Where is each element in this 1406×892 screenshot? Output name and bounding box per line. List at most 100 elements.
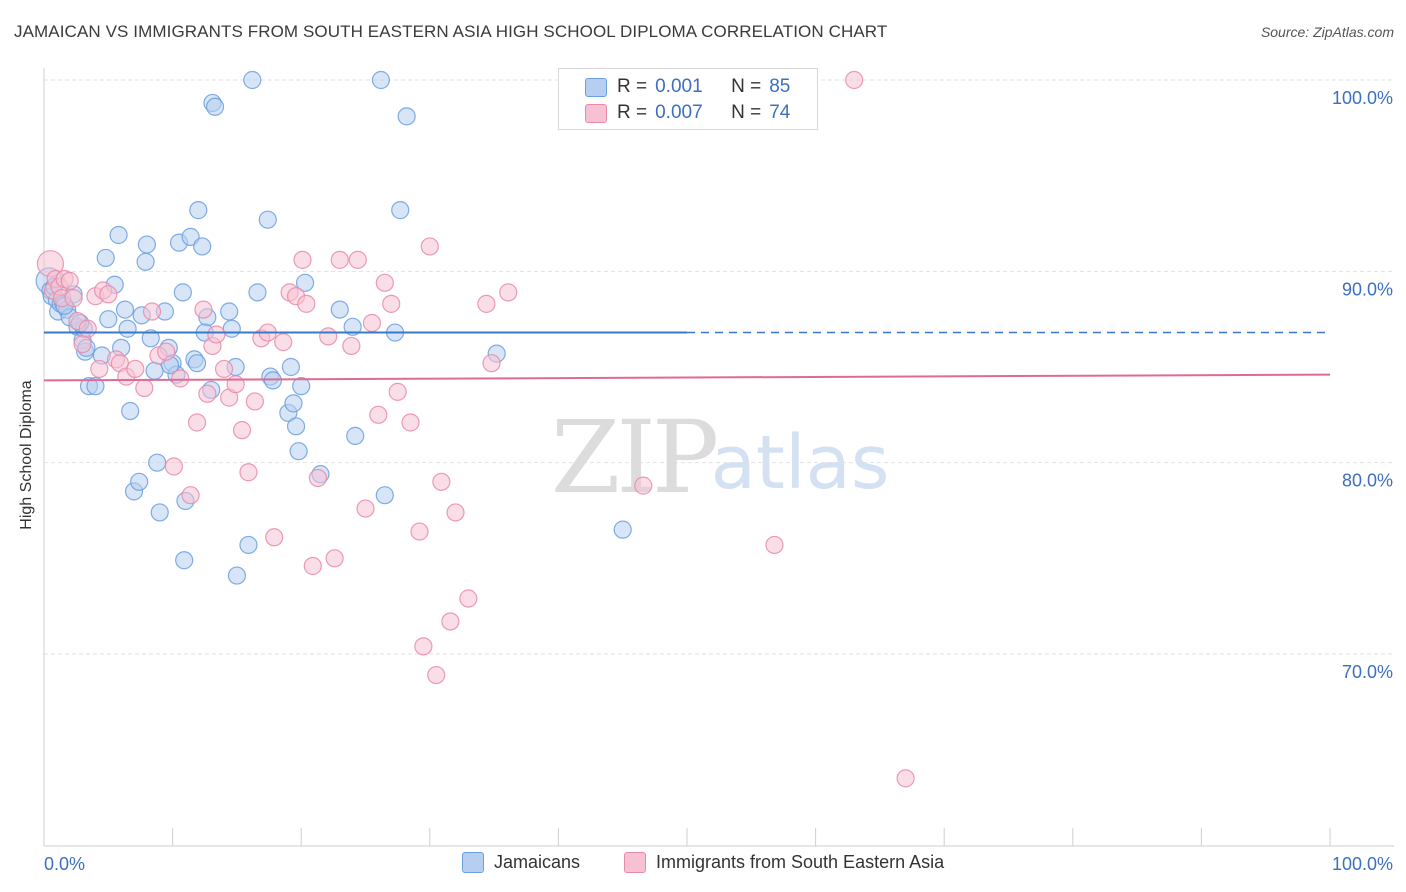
legend-swatch-blue bbox=[462, 852, 484, 873]
sea-point bbox=[446, 503, 465, 522]
sea-point bbox=[239, 463, 258, 482]
jamaican-point bbox=[115, 300, 135, 319]
jamaican-point bbox=[109, 225, 128, 245]
jamaican-point bbox=[371, 70, 391, 90]
jamaican-point bbox=[150, 503, 169, 522]
legend-n-value: 85 bbox=[769, 76, 791, 97]
sea-point bbox=[274, 333, 293, 352]
y-tick-label: 70.0% bbox=[1342, 662, 1393, 682]
legend-n-label: N = bbox=[731, 102, 762, 123]
jamaican-point bbox=[239, 535, 258, 555]
sea-point bbox=[73, 334, 92, 354]
sea-point bbox=[297, 294, 316, 313]
legend-item-jamaicans: Jamaicans bbox=[462, 852, 580, 873]
jamaican-point bbox=[136, 252, 155, 271]
source-label: Source: ZipAtlas.com bbox=[1260, 24, 1394, 40]
sea-point bbox=[157, 342, 176, 361]
sea-point bbox=[432, 472, 451, 491]
jamaican-point bbox=[118, 319, 137, 338]
sea-point bbox=[388, 382, 407, 401]
jamaican-point bbox=[99, 310, 118, 329]
jamaican-point bbox=[391, 201, 410, 220]
chart-title: JAMAICAN VS IMMIGRANTS FROM SOUTH EASTER… bbox=[14, 22, 888, 41]
sea-point bbox=[64, 289, 83, 308]
jamaican-point bbox=[121, 401, 140, 421]
jamaican-point bbox=[175, 551, 194, 570]
jamaican-point bbox=[137, 235, 156, 254]
jamaican-point bbox=[286, 417, 306, 436]
sea-point bbox=[427, 665, 446, 685]
watermark-atlas: atlas bbox=[711, 420, 890, 506]
jamaican-point bbox=[145, 361, 164, 380]
legend-n-label: N = bbox=[731, 76, 762, 97]
jamaican-point bbox=[187, 354, 207, 373]
y-tick-label: 80.0% bbox=[1342, 471, 1393, 491]
legend-swatch-pink bbox=[624, 852, 646, 873]
watermark-zip: ZIP bbox=[551, 399, 716, 516]
jamaican-point bbox=[289, 442, 308, 461]
legend-r-value: 0.001 bbox=[655, 76, 703, 97]
sea-point bbox=[382, 294, 401, 313]
sea-point bbox=[303, 556, 322, 576]
jamaican-point bbox=[258, 210, 277, 229]
y-tick-label: 90.0% bbox=[1342, 279, 1393, 299]
sea-point bbox=[362, 313, 382, 333]
jamaican-point bbox=[397, 107, 416, 126]
jamaican-point bbox=[330, 300, 349, 319]
sea-point bbox=[765, 535, 784, 555]
sea-point bbox=[135, 378, 154, 398]
sea-point bbox=[348, 250, 367, 269]
sea-point bbox=[293, 250, 312, 269]
legend-r-label: R = bbox=[617, 76, 648, 97]
legend-swatch-blue bbox=[585, 77, 607, 97]
series-legend: Jamaicans Immigrants from South Eastern … bbox=[0, 852, 1406, 878]
legend-r-value: 0.007 bbox=[655, 102, 703, 123]
legend-label-sea: Immigrants from South Eastern Asia bbox=[656, 852, 945, 872]
sea-point bbox=[325, 549, 344, 568]
sea-point bbox=[369, 405, 388, 424]
sea-point bbox=[60, 271, 79, 290]
sea-point bbox=[401, 413, 420, 432]
sea-point bbox=[90, 359, 109, 379]
sea-point bbox=[245, 392, 265, 411]
legend-swatch-pink bbox=[585, 103, 607, 123]
legend-n-value: 74 bbox=[769, 102, 791, 123]
x-tick-label: 0.0% bbox=[44, 854, 85, 874]
sea-point bbox=[459, 589, 478, 608]
sea-point bbox=[181, 486, 200, 505]
sea-point bbox=[441, 612, 460, 631]
sea-point bbox=[375, 273, 394, 292]
jamaican-point bbox=[189, 201, 208, 220]
sea-point bbox=[342, 336, 361, 356]
sea-point bbox=[356, 499, 375, 518]
jamaican-point bbox=[173, 283, 192, 302]
sea-point bbox=[845, 70, 864, 90]
jamaican-point bbox=[222, 319, 241, 338]
legend-label-jamaicans: Jamaicans bbox=[494, 852, 581, 872]
jamaican-point bbox=[130, 472, 149, 491]
jamaican-point bbox=[227, 566, 246, 585]
stats-legend: R = 0.001 N = 85 R = 0.007 N = 74 bbox=[558, 68, 818, 130]
sea-point bbox=[226, 375, 245, 394]
jamaican-point bbox=[375, 486, 394, 505]
jamaican-point bbox=[292, 377, 311, 396]
jamaican-point bbox=[86, 377, 105, 396]
sea-point bbox=[99, 285, 118, 304]
legend-item-sea: Immigrants from South Eastern Asia bbox=[624, 852, 944, 873]
jamaican-point bbox=[148, 453, 167, 472]
sea-trendline bbox=[43, 373, 1331, 382]
sea-point bbox=[164, 457, 183, 476]
jamaican-point bbox=[613, 520, 632, 539]
sea-point bbox=[265, 528, 284, 547]
sea-point bbox=[232, 421, 252, 440]
jamaican-point bbox=[141, 329, 160, 348]
sea-point bbox=[198, 384, 217, 403]
x-tick-label: 100.0% bbox=[1332, 854, 1393, 874]
sea-point bbox=[319, 327, 338, 346]
sea-point bbox=[420, 237, 439, 256]
sea-point bbox=[330, 250, 349, 269]
legend-r-label: R = bbox=[617, 102, 648, 123]
sea-point bbox=[634, 476, 653, 495]
sea-point bbox=[207, 325, 226, 344]
